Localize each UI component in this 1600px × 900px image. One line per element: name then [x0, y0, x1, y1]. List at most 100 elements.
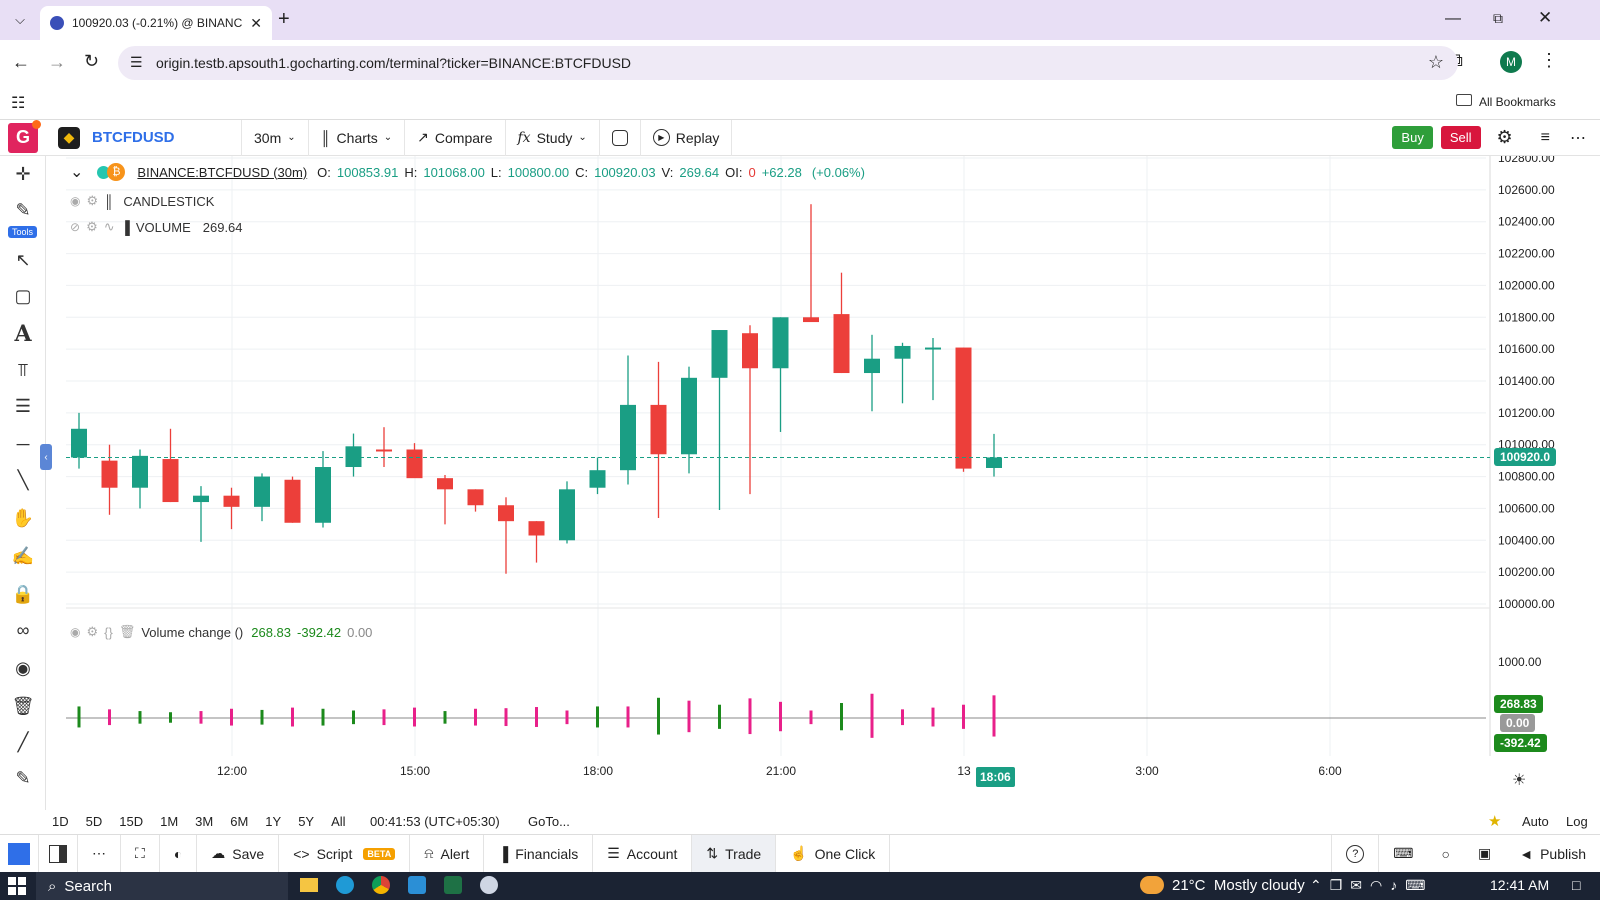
trash-icon[interactable]: 🗑 — [118, 624, 136, 639]
chart-settings-sun-icon[interactable]: ☀ — [1512, 772, 1527, 789]
crosshair-icon[interactable]: ✛ — [15, 163, 31, 184]
single-layout-button[interactable] — [0, 834, 39, 873]
code-icon[interactable]: {} — [104, 624, 113, 640]
range-button-6m[interactable]: 6M — [230, 814, 249, 829]
range-button-1y[interactable]: 1Y — [265, 814, 282, 829]
all-bookmarks-link[interactable]: All Bookmarks — [1479, 95, 1556, 109]
replay-button[interactable]: ▶ Replay — [641, 119, 733, 156]
range-button-1d[interactable]: 1D — [52, 814, 69, 829]
ideas-button[interactable]: ○ — [1428, 835, 1464, 873]
range-button-1m[interactable]: 1M — [160, 814, 179, 829]
link-icon[interactable]: ∞ — [16, 619, 30, 640]
layers-icon[interactable]: ≡ — [1540, 128, 1550, 146]
financials-button[interactable]: ▐ Financials — [484, 834, 594, 873]
charts-button[interactable]: ║ Charts ⌄ — [309, 119, 406, 156]
visibility-eye-icon[interactable]: ◉ — [70, 194, 81, 208]
fib-tool-icon[interactable]: ⫪ — [17, 359, 29, 380]
script-button[interactable]: <> Script BETA — [279, 834, 411, 873]
eye-icon[interactable]: ◉ — [15, 657, 31, 678]
edge-browser-icon[interactable] — [336, 876, 354, 894]
text-tool-icon[interactable]: A — [14, 321, 32, 347]
publish-button[interactable]: ◄ Publish — [1505, 835, 1600, 873]
fullscreen-button[interactable]: ⛶ — [121, 834, 160, 873]
browser-tab[interactable]: 100920.03 (-0.21%) @ BINANCE ✕ — [40, 6, 272, 40]
trendline-icon[interactable]: ╲ — [17, 469, 29, 490]
clock-display[interactable]: 00:41:53 (UTC+05:30) — [370, 814, 500, 829]
lines-tool-icon[interactable]: ☰ — [14, 395, 32, 416]
draw-magic-icon[interactable]: ✎ — [15, 767, 31, 788]
notifications-icon[interactable]: □ — [1572, 877, 1581, 893]
buy-button[interactable]: Buy — [1392, 126, 1433, 149]
profile-avatar[interactable]: M — [1500, 51, 1522, 73]
taskbar-search-box[interactable]: ⌕ Search — [36, 872, 288, 900]
settings-icon[interactable]: ⚙ — [86, 219, 98, 234]
chart-canvas[interactable]: 102800.00 102600.00 102400.00 102200.00 1020… — [46, 156, 1600, 810]
range-button-15d[interactable]: 15D — [119, 814, 144, 829]
theme-button[interactable]: ◐ — [160, 834, 198, 873]
apps-grid-icon[interactable]: ☷ — [11, 95, 26, 112]
symbol-selector[interactable]: ◆ BTCFDUSD — [46, 119, 242, 156]
window-close-icon[interactable]: ✕ — [1538, 8, 1553, 27]
site-info-icon[interactable]: ☰ — [130, 54, 143, 70]
tray-icons[interactable]: ⌃❐✉◠♪⌨ — [1310, 877, 1434, 893]
vscode-icon[interactable] — [408, 876, 426, 894]
range-button-5y[interactable]: 5Y — [298, 814, 315, 829]
minimize-icon[interactable]: — — [1445, 10, 1461, 27]
new-tab-icon[interactable]: + — [278, 8, 290, 30]
compare-button[interactable]: ↗ Compare — [405, 119, 506, 156]
address-bar[interactable]: ☰ origin.testb.apsouth1.gocharting.com/t… — [118, 46, 1458, 80]
weather-text[interactable]: 21°C Mostly cloudy — [1172, 877, 1305, 894]
hand-icon[interactable]: ✋ — [11, 507, 35, 528]
tab-close-icon[interactable]: ✕ — [250, 14, 262, 31]
rectangle-icon[interactable]: ▢ — [14, 285, 32, 306]
account-button[interactable]: ☰ Account — [593, 834, 693, 873]
log-scale-toggle[interactable]: Log — [1566, 814, 1588, 829]
goto-button[interactable]: GoTo... — [528, 814, 570, 829]
more-layouts-button[interactable]: ⋯ — [78, 834, 121, 873]
sidebar-collapse-handle[interactable]: ‹ — [40, 444, 52, 470]
forward-icon[interactable]: → — [48, 52, 66, 72]
ruler-icon[interactable]: ╱ — [17, 731, 29, 752]
auto-scale-toggle[interactable]: Auto — [1522, 814, 1549, 829]
app-icon[interactable] — [480, 876, 498, 894]
keyboard-button[interactable]: ⌨ — [1379, 835, 1427, 873]
study-button[interactable]: fx Study ⌄ — [506, 119, 600, 156]
lock-icon[interactable]: 🔒 — [11, 583, 35, 604]
collapse-chevron-icon[interactable]: ⌄ — [70, 164, 84, 181]
visibility-eye-icon[interactable]: ◉ — [70, 625, 81, 639]
split-layout-button[interactable] — [39, 834, 78, 873]
save-button[interactable]: ☁ Save — [197, 834, 280, 873]
reload-icon[interactable]: ↻ — [84, 51, 100, 71]
horizontal-line-icon[interactable]: ─ — [16, 433, 30, 454]
video-button[interactable]: ▣ — [1464, 835, 1505, 873]
excel-icon[interactable] — [444, 876, 462, 894]
bookmark-star-icon[interactable]: ☆ — [1427, 52, 1444, 72]
favorite-star-icon[interactable]: ★ — [1488, 813, 1502, 830]
range-button-all[interactable]: All — [331, 814, 346, 829]
back-icon[interactable]: ← — [12, 52, 30, 72]
help-button[interactable]: ? — [1331, 834, 1380, 873]
range-button-3m[interactable]: 3M — [195, 814, 214, 829]
one-click-button[interactable]: ☝ One Click — [776, 834, 891, 873]
windows-start-icon[interactable] — [8, 877, 26, 895]
settings-icon[interactable]: ⚙ — [86, 624, 99, 639]
brush-icon[interactable]: ✍ — [11, 545, 35, 566]
interval-selector[interactable]: 30m ⌄ — [242, 119, 309, 156]
legend-title[interactable]: BINANCE:BTCFDUSD (30m) — [137, 164, 308, 180]
taskbar-clock[interactable]: 12:41 AM — [1490, 877, 1550, 893]
file-explorer-icon[interactable] — [300, 878, 318, 892]
alert-button[interactable]: ⍾ Alert — [410, 834, 485, 873]
range-button-5d[interactable]: 5D — [85, 814, 103, 829]
chrome-browser-icon[interactable] — [372, 876, 390, 894]
hidden-eye-icon[interactable]: ⊘ — [70, 220, 81, 234]
trade-button[interactable]: ⇅ Trade — [692, 834, 777, 873]
chart-area[interactable]: 102800.00 102600.00 102400.00 102200.00 1020… — [40, 156, 1600, 810]
browser-menu-icon[interactable]: ⋮ — [1540, 50, 1558, 70]
pen-tool-icon[interactable]: ✎ — [15, 199, 31, 220]
trash-icon[interactable]: 🗑 — [11, 695, 35, 716]
settings-gear-icon[interactable]: ⚙ — [1496, 127, 1513, 147]
app-logo[interactable]: G — [0, 119, 46, 156]
settings-icon[interactable]: ⚙ — [86, 193, 99, 208]
sell-button[interactable]: Sell — [1440, 126, 1481, 149]
cursor-arrow-icon[interactable]: ↖ — [15, 249, 31, 270]
